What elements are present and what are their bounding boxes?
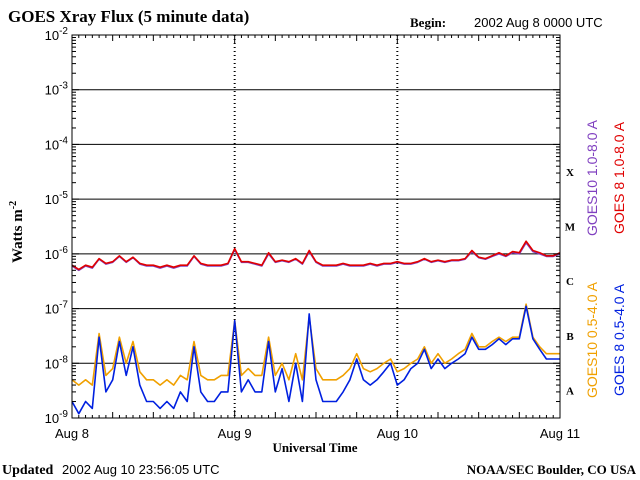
flare-class-M: M	[565, 222, 576, 234]
flare-class-C: C	[566, 276, 574, 288]
grid-layer	[72, 34, 560, 419]
footer-updated-label: Updated	[2, 463, 54, 478]
y-tick-label-base: 10	[45, 356, 59, 371]
chart-title: GOES Xray Flux (5 minute data)	[8, 7, 249, 26]
flare-class-B: B	[566, 331, 574, 343]
series-line-0	[71, 241, 561, 272]
y-tick-label-base: 10	[45, 247, 59, 262]
y-tick-label-2: 10-4	[45, 135, 69, 152]
series-line-2	[71, 303, 560, 386]
y-tick-label-exp: -6	[59, 245, 68, 256]
y-axis-label-sup: -2	[8, 201, 19, 209]
flare-class-A: A	[566, 386, 574, 398]
y-tick-label-4: 10-6	[45, 245, 69, 262]
y-tick-label-6: 10-8	[45, 354, 69, 371]
y-tick-label-exp: -3	[59, 81, 68, 92]
y-tick-label-base: 10	[45, 302, 59, 317]
y-tick-label-exp: -7	[59, 300, 68, 311]
y-tick-label-base: 10	[45, 411, 59, 426]
y-tick-label-1: 10-3	[45, 81, 69, 98]
y-tick-label-5: 10-7	[45, 300, 69, 317]
legend-hard-1: GOES 8 0.5-4.0 A	[611, 283, 627, 396]
y-tick-label-base: 10	[45, 192, 59, 207]
flare-class-X: X	[566, 167, 574, 179]
legend-layer: GOES10 1.0-8.0 A GOES 8 1.0-8.0 A GOES10 0…	[584, 119, 627, 398]
y-tick-label-exp: -4	[59, 135, 68, 146]
begin-label: Begin:	[410, 15, 446, 30]
y-tick-label-exp: -8	[59, 354, 68, 365]
series-line-1	[71, 240, 561, 271]
legend-hard-0: GOES10 0.5-4.0 A	[584, 281, 600, 398]
begin-value: 2002 Aug 8 0000 UTC	[474, 15, 603, 30]
y-tick-label-base: 10	[45, 83, 59, 98]
y-tick-label-exp: -2	[59, 26, 68, 37]
x-tick-label-3: Aug 11	[540, 426, 580, 441]
y-axis-label-main: Watts m	[10, 209, 26, 263]
legend-soft-1: GOES 8 1.0-8.0 A	[611, 121, 627, 234]
x-tick-label-2: Aug 10	[377, 426, 418, 441]
series-line-3	[71, 305, 560, 415]
x-tick-label-1: Aug 9	[218, 426, 252, 441]
y-tick-label-exp: -9	[59, 409, 68, 420]
footer-updated-value: 2002 Aug 10 23:56:05 UTC	[62, 462, 220, 477]
y-tick-label-base: 10	[45, 137, 59, 152]
series-layer	[71, 240, 561, 415]
footer-organization: NOAA/SEC Boulder, CO USA	[467, 462, 637, 477]
y-axis-label: Watts m-2	[8, 201, 26, 263]
y-tick-label-base: 10	[45, 28, 59, 43]
y-tick-label-exp: -5	[59, 190, 68, 201]
plot-frame	[71, 34, 561, 419]
x-axis-label: Universal Time	[272, 440, 357, 455]
y-tick-label-7: 10-9	[45, 409, 69, 426]
y-tick-label-0: 10-2	[45, 26, 69, 43]
x-tick-label-0: Aug 8	[55, 426, 89, 441]
y-tick-label-3: 10-5	[45, 190, 69, 207]
legend-soft-0: GOES10 1.0-8.0 A	[584, 119, 600, 236]
